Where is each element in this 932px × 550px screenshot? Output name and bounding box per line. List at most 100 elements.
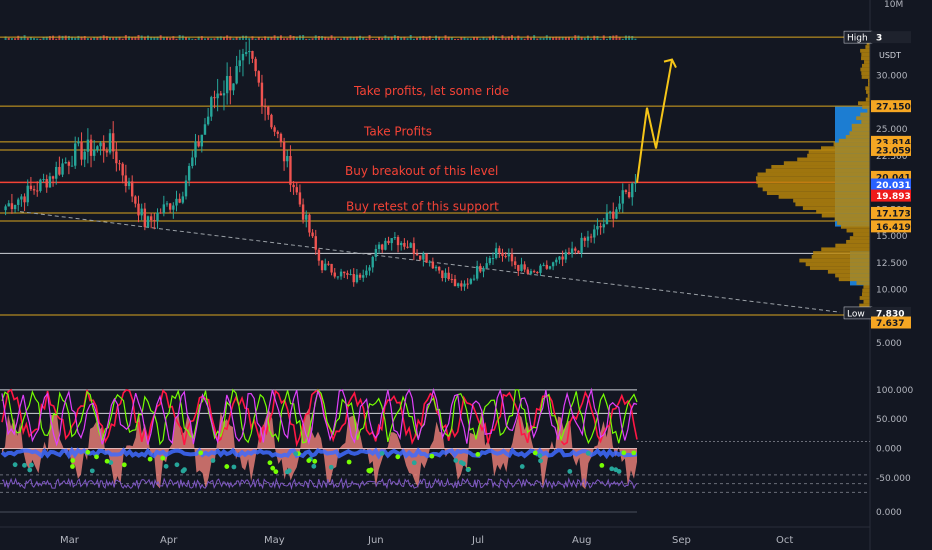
candle-body	[143, 208, 147, 227]
candle-body	[83, 151, 86, 160]
candle-body	[118, 163, 121, 165]
volume-bar	[305, 38, 308, 40]
profile-row	[861, 52, 870, 57]
candlesticks	[4, 39, 637, 291]
candle-body	[282, 141, 286, 162]
time-tick-label: Jul	[471, 535, 484, 546]
candle-body	[134, 196, 137, 204]
candle-body	[99, 142, 102, 147]
volume-bar	[222, 37, 225, 40]
volume-bar	[552, 37, 555, 40]
candle-body	[308, 214, 311, 233]
axis-tag-box	[871, 31, 911, 44]
quote-currency-label: USDT	[879, 51, 901, 60]
volume-bar	[99, 36, 102, 40]
projection-arrow[interactable]	[636, 59, 673, 183]
candle-body	[58, 166, 61, 175]
candle-body	[222, 93, 226, 96]
volume-bar	[188, 37, 191, 40]
candle-body	[324, 263, 327, 271]
oscillator-series	[1, 387, 638, 447]
profile-row	[827, 269, 870, 274]
candle-body	[4, 206, 7, 211]
axis-tag-value: 17.173	[876, 209, 911, 219]
annotation-buy-breakout[interactable]: Buy breakout of this level	[345, 164, 498, 178]
horizontal-levels	[0, 36, 870, 316]
volume-bar	[371, 38, 374, 40]
price-tick-label: 12.500	[876, 259, 908, 269]
oscillator-dot	[224, 464, 230, 469]
candle-body	[453, 279, 457, 287]
volume-bar	[583, 37, 586, 40]
volume-bar	[435, 35, 438, 40]
axis-tag-value: 20.041	[876, 173, 911, 183]
volume-bar	[580, 36, 583, 40]
oscillator-dot	[163, 463, 169, 469]
profile-row	[807, 153, 870, 158]
time-tick-label: Oct	[776, 535, 793, 546]
volume-bar	[90, 38, 93, 40]
volume-bar	[352, 37, 355, 40]
candle-body	[175, 198, 178, 206]
candle-body	[485, 263, 488, 269]
oscillator-dot	[94, 454, 99, 460]
volume-bar	[628, 35, 631, 40]
volume-bar	[112, 37, 115, 40]
candle-body	[564, 252, 567, 260]
candle-body	[593, 229, 596, 238]
volume-bar	[501, 35, 504, 40]
candle-body	[194, 141, 197, 158]
profile-row	[861, 75, 870, 79]
volume-bar	[118, 36, 121, 40]
volume-bar	[441, 38, 444, 40]
candle-body	[634, 182, 637, 184]
profile-row	[851, 123, 870, 128]
profile-row	[765, 168, 870, 173]
candle-body	[577, 250, 580, 253]
candle-body	[631, 183, 634, 198]
profile-row	[856, 281, 870, 285]
oscillator-pane	[0, 387, 870, 513]
candle-body	[140, 208, 143, 216]
profile-row	[809, 266, 870, 270]
candle-body	[542, 264, 545, 266]
annotation-take-profits-ride[interactable]: Take profits, let some ride	[353, 84, 509, 98]
candle-body	[447, 272, 450, 280]
volume-bar	[631, 35, 634, 40]
annotation-take-profits[interactable]: Take Profits	[363, 125, 432, 139]
volume-bar	[67, 35, 70, 40]
volume-bar	[457, 38, 460, 40]
profile-row	[805, 262, 870, 267]
candle-body	[428, 261, 431, 263]
volume-bar	[260, 38, 263, 40]
candle-body	[156, 212, 159, 222]
candle-body	[488, 258, 492, 264]
volume-bar	[454, 38, 457, 40]
candle-body	[589, 236, 593, 238]
annotation-buy-retest[interactable]: Buy retest of this support	[346, 200, 499, 214]
volume-bar	[311, 38, 314, 40]
volume-bar	[7, 37, 10, 40]
time-axis[interactable]: Mar Apr May Jun Jul Aug Sep Oct	[60, 535, 793, 546]
profile-row	[835, 243, 870, 248]
candle-body	[270, 114, 273, 128]
axis-tag-box	[871, 189, 911, 202]
time-tick-label: Apr	[160, 535, 178, 546]
candle-body	[64, 162, 67, 164]
profile-row	[861, 63, 870, 68]
candle-body	[289, 155, 292, 185]
profile-row	[833, 142, 870, 147]
profile-row	[797, 157, 870, 162]
profile-row	[755, 176, 870, 181]
volume-bar	[175, 38, 178, 40]
volume-bar	[286, 38, 289, 40]
profile-row	[859, 303, 870, 308]
candle-body	[472, 278, 476, 280]
profile-row	[861, 292, 870, 297]
volume-bar	[4, 36, 7, 40]
axis-tag-value: 16.419	[876, 223, 911, 233]
volume-bar	[219, 36, 222, 40]
candle-body	[26, 185, 29, 203]
